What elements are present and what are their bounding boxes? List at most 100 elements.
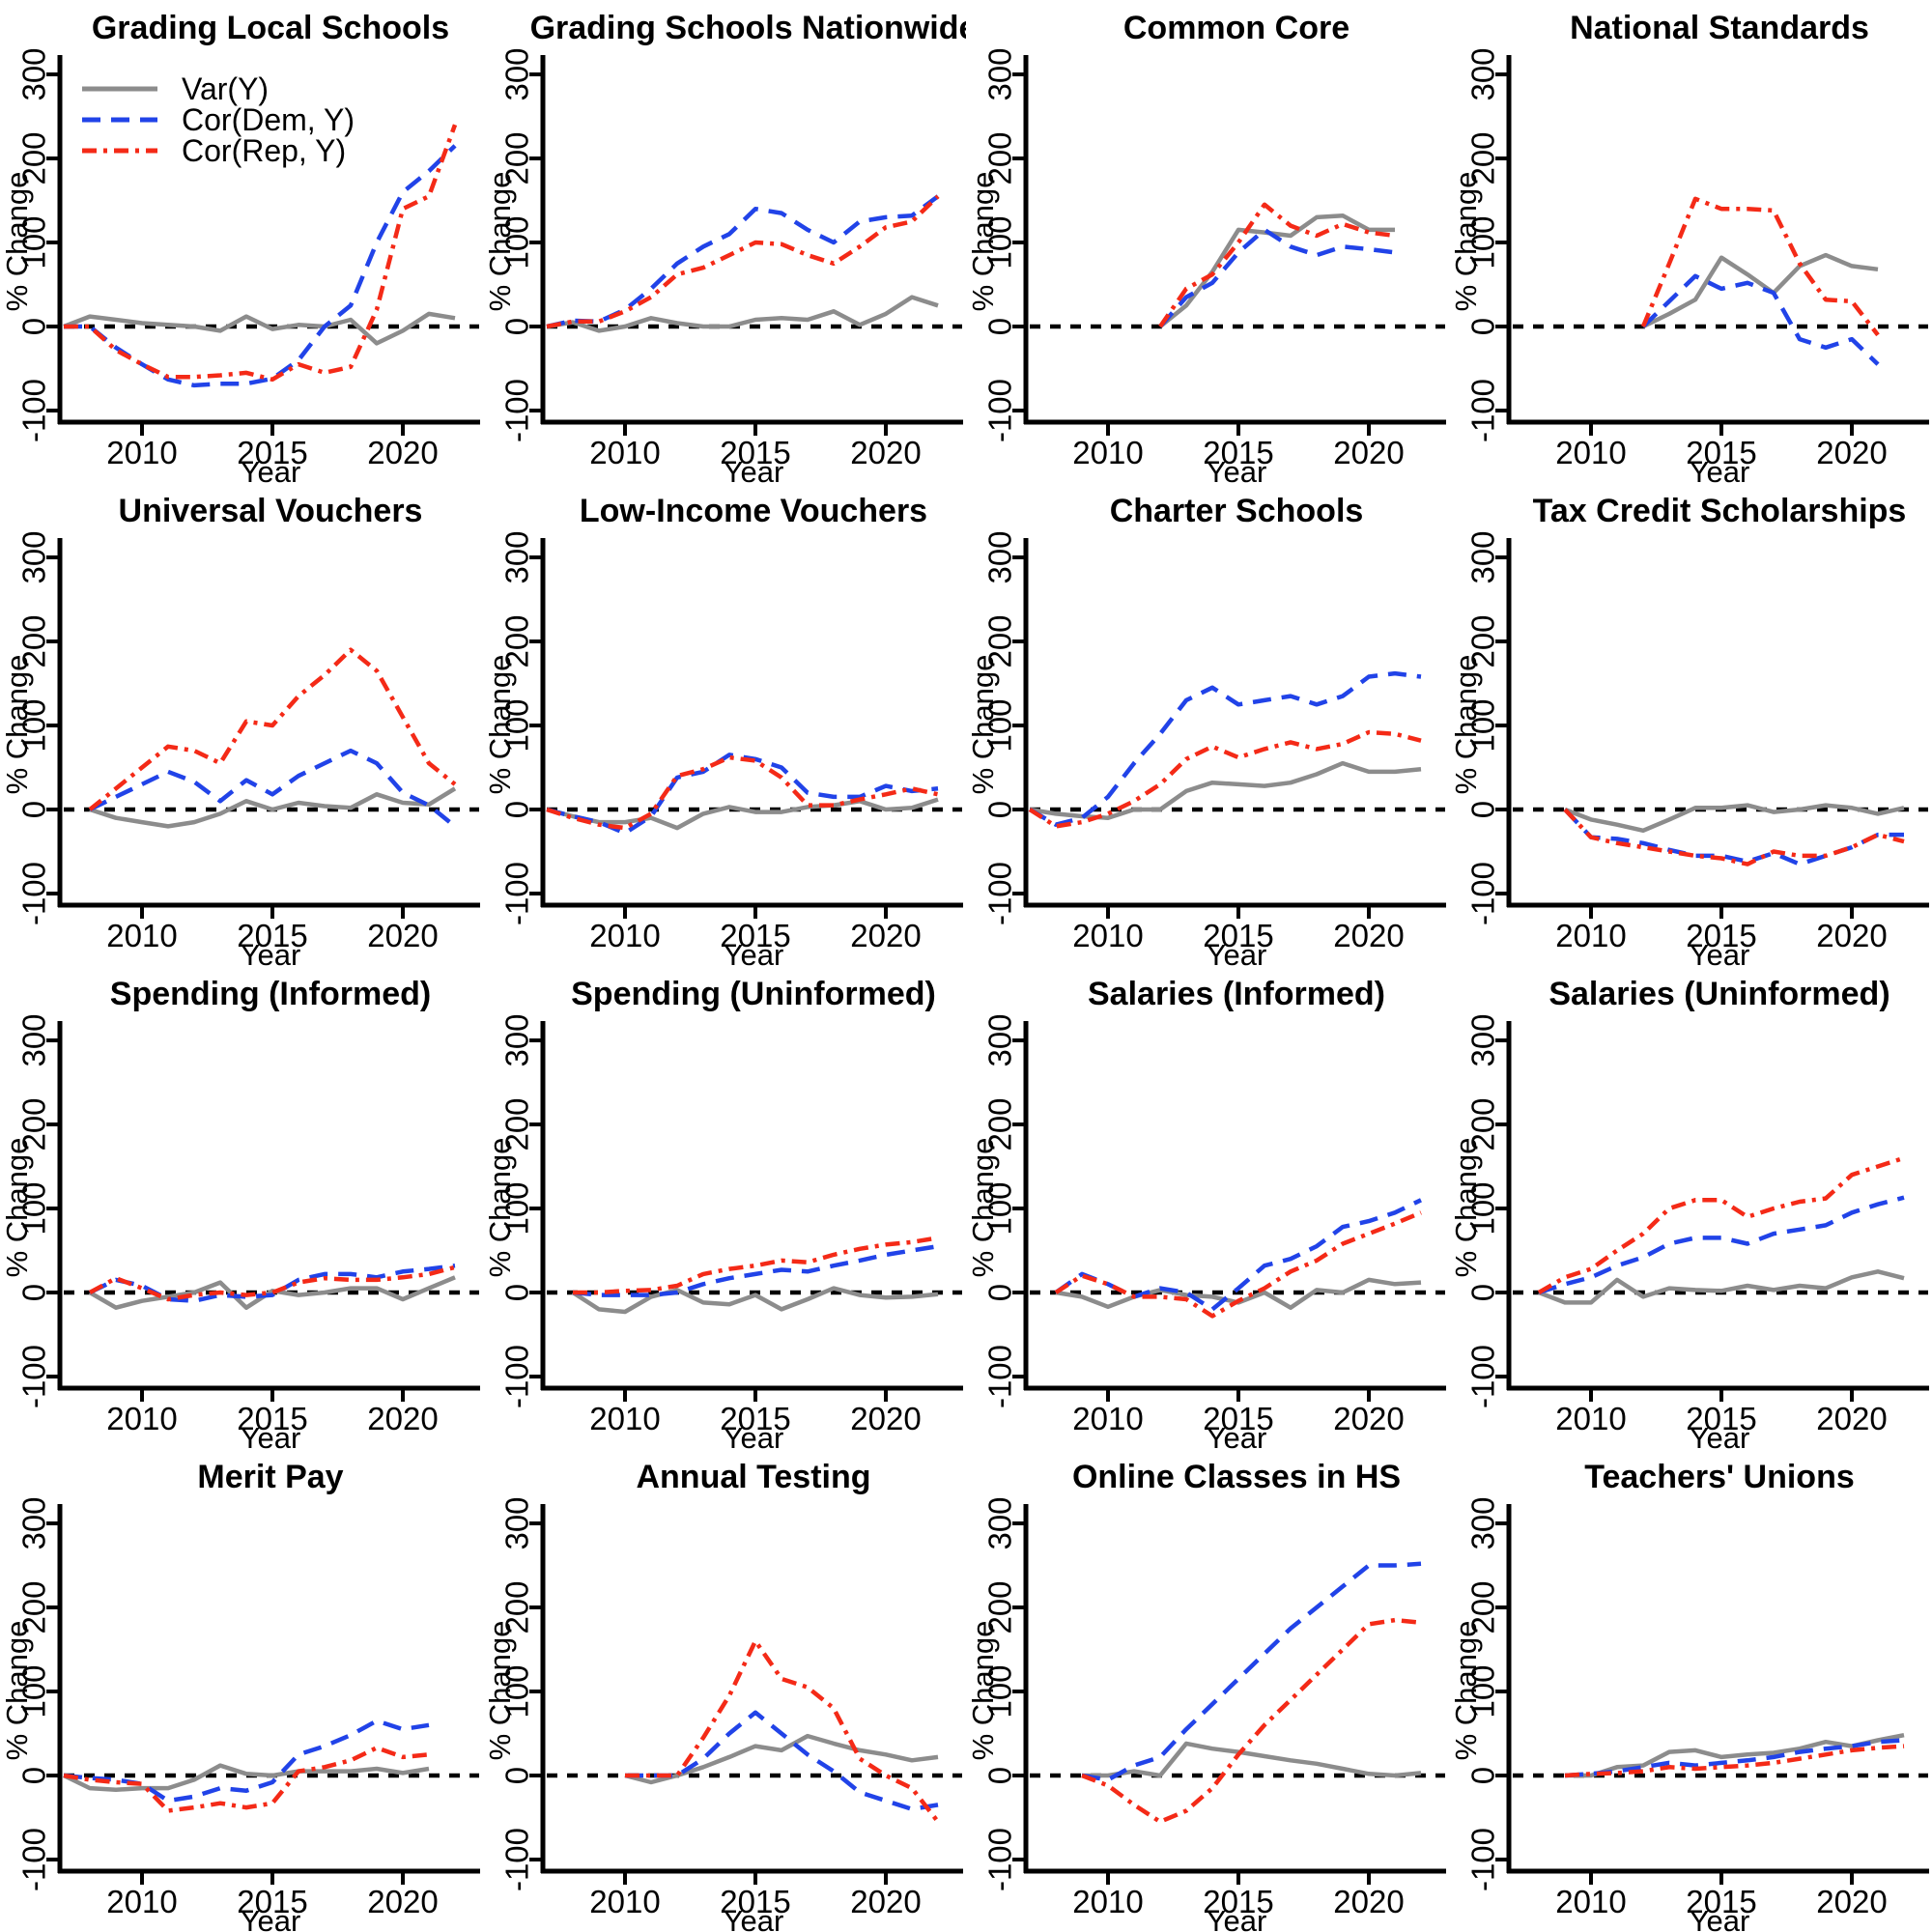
- x-tick-label: 2015: [720, 1884, 790, 1919]
- series-line-var: [1538, 1269, 1905, 1305]
- y-tick-label: 0: [499, 1767, 535, 1784]
- y-axis-title: % Change: [966, 655, 1000, 795]
- x-axis-title: Year: [241, 938, 301, 966]
- x-axis-title: Year: [724, 938, 784, 966]
- y-tick-label: 200: [16, 1097, 52, 1151]
- series-line-rep: [1158, 202, 1396, 328]
- x-tick-label: 2020: [1816, 435, 1887, 470]
- y-tick-label: 300: [16, 1496, 52, 1549]
- panel-title: Spending (Informed): [110, 976, 431, 1012]
- legend-label: Cor(Rep, Y): [182, 133, 346, 168]
- series-line-rep: [1537, 1155, 1905, 1294]
- series-line-var: [571, 1286, 939, 1315]
- x-tick-label: 2015: [1686, 918, 1756, 953]
- panel-title: Spending (Uninformed): [571, 976, 936, 1012]
- line-chart: National Standards -100 0 100 200 300 2010 2015…: [1449, 10, 1929, 483]
- chart-panel: Online Classes in HS -100 0 100 200 300 2010 20…: [966, 1449, 1449, 1932]
- y-tick-label: 0: [1465, 1284, 1501, 1301]
- series-line-dem: [625, 1710, 939, 1812]
- y-tick-label: -100: [16, 1828, 52, 1891]
- y-tick-label: 100: [1465, 1664, 1501, 1718]
- x-tick-label: 2020: [1333, 435, 1404, 470]
- y-tick-label: 300: [982, 47, 1018, 100]
- x-tick-label: 2015: [1686, 1884, 1756, 1919]
- x-tick-label: 2010: [1555, 918, 1626, 953]
- y-tick-label: 0: [16, 318, 52, 335]
- y-axis-title: % Change: [1449, 172, 1483, 312]
- y-tick-label: 300: [1465, 1496, 1501, 1549]
- y-tick-label: 0: [16, 1284, 52, 1301]
- x-tick-label: 2015: [1686, 1401, 1756, 1436]
- y-tick-label: 0: [982, 318, 1018, 335]
- panel-title: Salaries (Informed): [1088, 976, 1385, 1012]
- y-axis-title: % Change: [0, 172, 34, 312]
- panel-title: Salaries (Uninformed): [1548, 976, 1889, 1012]
- y-tick-label: 200: [982, 1580, 1018, 1634]
- panel-title: Grading Schools Nationwide: [530, 10, 966, 46]
- chart-panel: Grading Schools Nationwide -100 0 100 200 300…: [483, 0, 966, 483]
- y-tick-label: 100: [1465, 215, 1501, 269]
- series-line-rep: [1081, 1617, 1422, 1825]
- y-tick-label: -100: [1465, 379, 1501, 442]
- x-tick-label: 2020: [1816, 1884, 1887, 1919]
- chart-panel: Salaries (Informed) -100 0 100 200 300 2010 201…: [966, 966, 1449, 1449]
- x-tick-label: 2015: [237, 1401, 307, 1436]
- x-tick-label: 2010: [1072, 1401, 1143, 1436]
- x-tick-label: 2020: [850, 435, 921, 470]
- x-tick-label: 2015: [1203, 435, 1273, 470]
- y-tick-label: 100: [1465, 698, 1501, 752]
- x-tick-label: 2015: [1203, 1884, 1273, 1919]
- y-tick-label: 300: [16, 1013, 52, 1066]
- series-line-dem: [572, 1243, 939, 1297]
- y-tick-label: 100: [982, 1181, 1018, 1235]
- x-tick-label: 2015: [1203, 918, 1273, 953]
- y-axis-title: % Change: [0, 1138, 34, 1278]
- y-tick-label: 0: [982, 801, 1018, 818]
- y-tick-label: -100: [16, 862, 52, 925]
- line-chart: Grading Schools Nationwide -100 0 100 200 300…: [483, 10, 966, 483]
- y-tick-label: -100: [1465, 862, 1501, 925]
- y-tick-label: 0: [16, 801, 52, 818]
- x-tick-label: 2020: [1816, 918, 1887, 953]
- series-line-var: [63, 1763, 430, 1793]
- x-tick-label: 2010: [1072, 1884, 1143, 1919]
- y-axis-title: % Change: [966, 1621, 1000, 1761]
- x-tick-label: 2015: [237, 918, 307, 953]
- x-tick-label: 2015: [720, 918, 790, 953]
- series-line-var: [1565, 1732, 1905, 1778]
- y-tick-label: 300: [982, 1496, 1018, 1549]
- x-tick-label: 2020: [850, 1884, 921, 1919]
- x-tick-label: 2010: [106, 918, 177, 953]
- series-line-dem: [1028, 670, 1422, 827]
- y-tick-label: 200: [16, 1580, 52, 1634]
- y-tick-label: 300: [499, 1496, 535, 1549]
- x-tick-label: 2020: [367, 1884, 438, 1919]
- line-chart: Tax Credit Scholarships -100 0 100 200 300 201…: [1449, 493, 1929, 966]
- y-tick-label: 0: [1465, 1767, 1501, 1784]
- y-tick-label: 300: [1465, 1013, 1501, 1066]
- y-tick-label: 100: [982, 698, 1018, 752]
- line-chart: Online Classes in HS -100 0 100 200 300 2010 20…: [966, 1459, 1446, 1932]
- series-line-rep: [1054, 1210, 1422, 1319]
- y-tick-label: 100: [16, 1181, 52, 1235]
- line-chart: Annual Testing -100 0 100 200 300 2010 2015 2020…: [483, 1459, 963, 1932]
- chart-panel: Common Core -100 0 100 200 300 2010 2015 2020 % C…: [966, 0, 1449, 483]
- y-tick-label: 200: [499, 1097, 535, 1151]
- series-line-var: [1642, 252, 1879, 329]
- x-axis-title: Year: [1207, 938, 1267, 966]
- x-tick-label: 2020: [367, 435, 438, 470]
- legend-label: Cor(Dem, Y): [182, 102, 355, 137]
- y-tick-label: -100: [16, 1345, 52, 1408]
- line-chart: Common Core -100 0 100 200 300 2010 2015 2020 % C…: [966, 10, 1446, 483]
- y-tick-label: -100: [982, 1828, 1018, 1891]
- y-tick-label: -100: [16, 379, 52, 442]
- x-axis-title: Year: [1690, 1421, 1750, 1449]
- x-axis-title: Year: [241, 455, 301, 483]
- panel-title: Tax Credit Scholarships: [1533, 493, 1907, 529]
- x-tick-label: 2015: [237, 435, 307, 470]
- x-tick-label: 2010: [106, 1401, 177, 1436]
- x-tick-label: 2010: [1072, 918, 1143, 953]
- series-line-var: [1082, 1741, 1422, 1778]
- y-tick-label: 0: [499, 318, 535, 335]
- series-line-dem: [89, 748, 457, 829]
